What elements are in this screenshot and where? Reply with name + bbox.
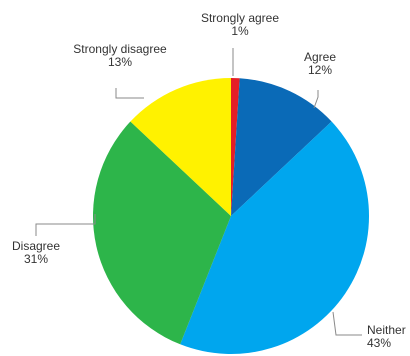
slice-label-value: 12%	[308, 63, 332, 77]
slice-label-value: 1%	[231, 24, 249, 38]
slice-label-value: 31%	[24, 252, 48, 266]
slice-label-neither: Neither 43%	[367, 323, 406, 350]
slice-label-disagree: Disagree 31%	[12, 239, 60, 266]
pie-slice-disagree	[92, 121, 231, 345]
pie-slice-neither	[180, 121, 370, 355]
leader-line-agree	[313, 90, 319, 109]
slice-label-name: Strongly disagree	[73, 42, 167, 56]
slice-label-name: Neither	[367, 323, 406, 337]
labels-layer: Strongly agree 1% Agree 12% Neither 43% Disagr…	[12, 11, 406, 350]
pie-slice-strongly-agree	[231, 78, 240, 216]
pie-slice-strongly-disagree	[130, 78, 231, 216]
pie-slice-agree	[231, 78, 332, 217]
leader-lines-layer	[35, 48, 362, 336]
leader-line-strongly-disagree	[115, 88, 144, 99]
slice-label-strongly-disagree: Strongly disagree 13%	[73, 42, 167, 69]
slice-label-value: 43%	[367, 336, 391, 350]
slices-layer	[92, 78, 370, 355]
leader-line-disagree	[35, 214, 96, 236]
slice-label-name: Disagree	[12, 239, 60, 253]
slice-label-strongly-agree: Strongly agree 1%	[201, 11, 279, 38]
slice-label-name: Agree	[304, 50, 336, 64]
slice-label-agree: Agree 12%	[304, 50, 336, 77]
slice-label-name: Strongly agree	[201, 11, 279, 25]
leader-line-neither	[332, 311, 362, 336]
slice-label-value: 13%	[108, 55, 132, 69]
